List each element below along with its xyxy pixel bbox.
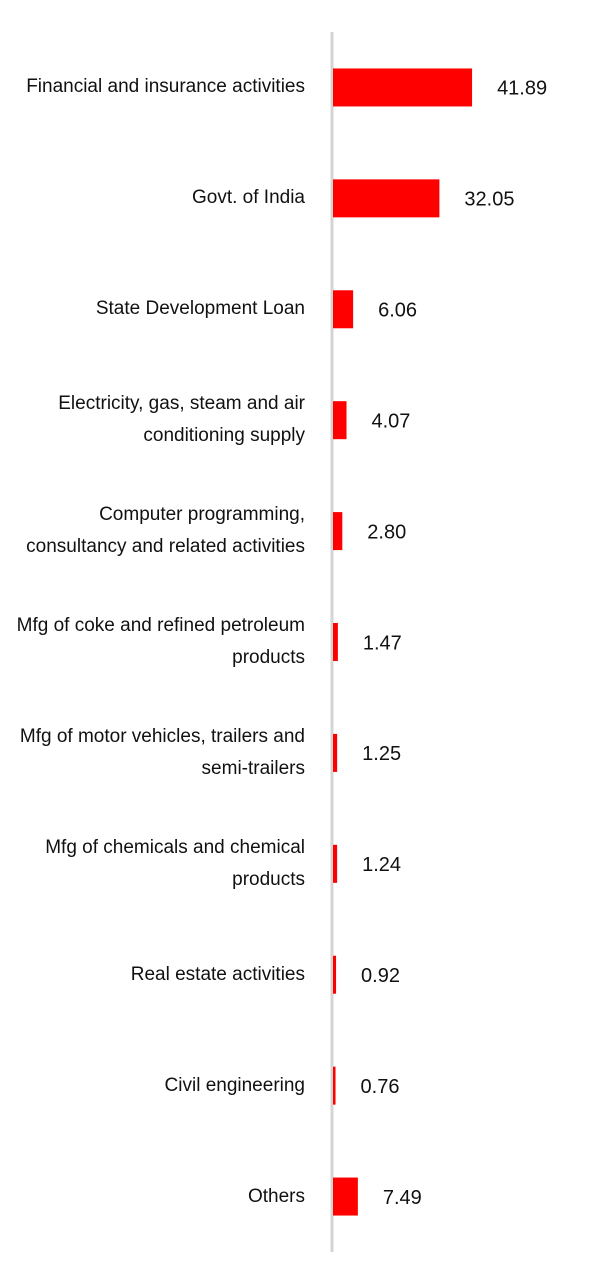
value-label: 4.07	[372, 410, 411, 432]
category-label: Mfg of chemicals and chemical products	[45, 836, 305, 890]
bar	[333, 955, 337, 994]
category-label: Real estate activities	[130, 963, 305, 985]
value-label: 1.47	[363, 632, 402, 654]
bar	[333, 179, 440, 218]
bar	[333, 401, 347, 440]
value-label: 1.24	[362, 854, 401, 876]
category-label: Computer programming, consultancy and re…	[26, 504, 305, 558]
value-label: 2.80	[367, 521, 406, 543]
value-label: 32.05	[464, 189, 514, 211]
value-label: 0.92	[361, 965, 400, 987]
bar	[333, 733, 338, 772]
category-label: Civil engineering	[164, 1074, 305, 1096]
bar	[333, 1066, 336, 1105]
category-label: Govt. of India	[191, 187, 305, 209]
value-label: 1.25	[362, 743, 401, 765]
bar	[333, 68, 473, 107]
bar	[333, 512, 343, 551]
category-label: Others	[247, 1185, 305, 1207]
value-label: 7.49	[383, 1187, 422, 1209]
value-label: 6.06	[378, 300, 417, 322]
category-label: State Development Loan	[95, 298, 305, 320]
bar	[333, 844, 338, 883]
bar	[333, 623, 338, 661]
value-label: 0.76	[361, 1076, 400, 1098]
category-label: Mfg of motor vehicles, trailers and semi…	[19, 725, 305, 779]
category-label: Mfg of coke and refined petroleum produc…	[16, 615, 305, 668]
value-label: 41.89	[497, 78, 547, 100]
category-label: Financial and insurance activities	[26, 76, 305, 98]
bar	[333, 1177, 358, 1216]
bar	[333, 290, 354, 329]
category-label: Electricity, gas, steam and air conditio…	[58, 393, 305, 447]
